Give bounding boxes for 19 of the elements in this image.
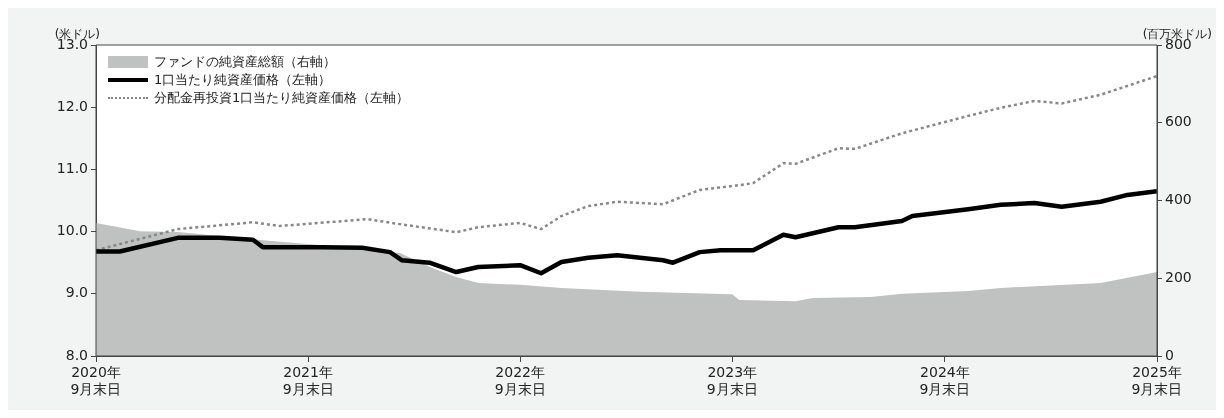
y2-tick-label: 200 xyxy=(1165,268,1192,285)
x-tick-label: 2020年 9月末日 xyxy=(70,364,122,397)
y2-tick-label: 0 xyxy=(1165,346,1174,363)
y-tick-label: 9.0 xyxy=(65,284,88,301)
y-tick-label: 8.0 xyxy=(65,346,88,363)
y-tick-label: 12.0 xyxy=(56,97,88,114)
y-tick-label: 11.0 xyxy=(56,160,88,177)
x-tick-label: 2025年 9月末日 xyxy=(1131,364,1183,397)
x-tick-label: 2023年 9月末日 xyxy=(706,364,758,397)
legend-label: 1口当たり純資産価格（左軸） xyxy=(154,71,332,89)
y-tick-label: 10.0 xyxy=(56,222,88,239)
x-tick-label: 2022年 9月末日 xyxy=(494,364,546,397)
y2-tick-label: 600 xyxy=(1165,113,1192,130)
y2-tick-label: 400 xyxy=(1165,191,1192,208)
x-tick-label: 2021年 9月末日 xyxy=(282,364,334,397)
legend-label: 分配金再投資1口当たり純資産価格（左軸） xyxy=(154,89,410,107)
legend-label: ファンドの純資産総額（右軸） xyxy=(154,53,336,71)
x-tick-label: 2024年 9月末日 xyxy=(919,364,971,397)
line-series xyxy=(96,74,1157,252)
